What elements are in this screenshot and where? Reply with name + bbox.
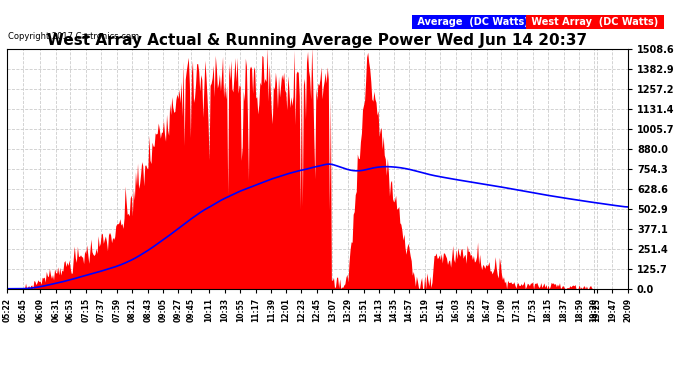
Text: West Array  (DC Watts): West Array (DC Watts): [528, 17, 662, 27]
Text: Average  (DC Watts): Average (DC Watts): [414, 17, 532, 27]
Text: Copyright 2017 Cartronics.com: Copyright 2017 Cartronics.com: [8, 32, 139, 41]
Title: West Array Actual & Running Average Power Wed Jun 14 20:37: West Array Actual & Running Average Powe…: [48, 33, 587, 48]
